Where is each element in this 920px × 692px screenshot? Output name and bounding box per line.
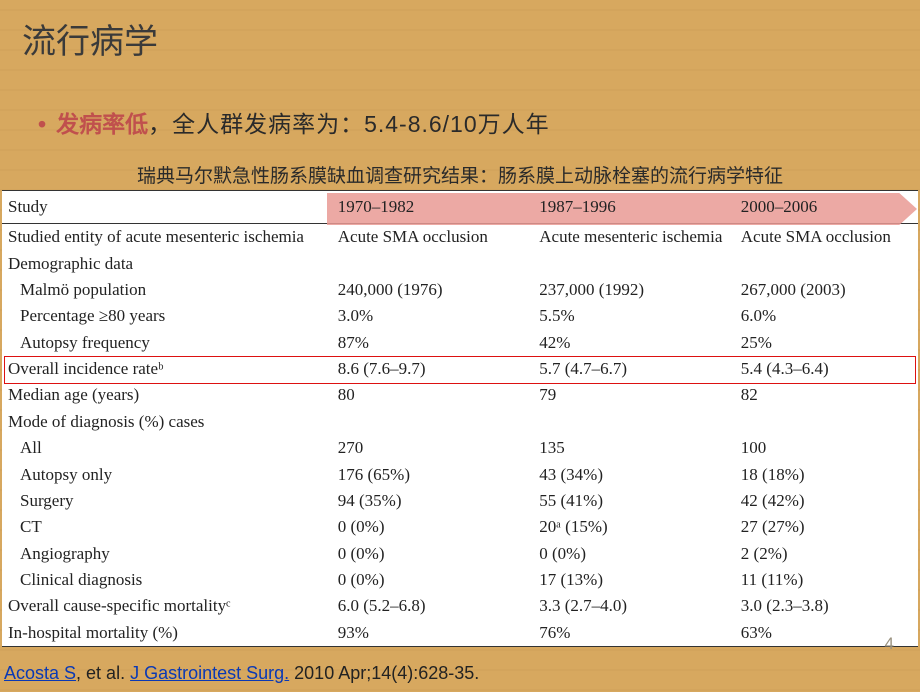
table-header: 2000–2006 bbox=[735, 191, 918, 224]
table-cell: 25% bbox=[735, 330, 918, 356]
citation-author-link[interactable]: Acosta S bbox=[4, 663, 76, 683]
table-cell: 27 (27%) bbox=[735, 514, 918, 540]
table-cell: 55 (41%) bbox=[533, 488, 735, 514]
citation: Acosta S, et al. J Gastrointest Surg. 20… bbox=[4, 663, 479, 684]
table-cell: Clinical diagnosis bbox=[2, 567, 332, 593]
table-cell: Median age (years) bbox=[2, 382, 332, 408]
table-row: Clinical diagnosis0 (0%)17 (13%)11 (11%) bbox=[2, 567, 918, 593]
table-cell: 87% bbox=[332, 330, 534, 356]
table-cell: 79 bbox=[533, 382, 735, 408]
table-cell: 100 bbox=[735, 435, 918, 461]
table-cell: Overall cause-specific mortalityᶜ bbox=[2, 593, 332, 619]
table-row: Overall cause-specific mortalityᶜ6.0 (5.… bbox=[2, 593, 918, 619]
bullet-sep: ， bbox=[148, 111, 172, 137]
citation-mid: , et al. bbox=[76, 663, 130, 683]
table-cell: 270 bbox=[332, 435, 534, 461]
table-cell: Demographic data bbox=[2, 250, 332, 276]
table-cell: 5.4 (4.3–6.4) bbox=[735, 356, 918, 382]
table-cell bbox=[533, 250, 735, 276]
table-cell: Acute SMA occlusion bbox=[735, 224, 918, 251]
table-cell: Studied entity of acute mesenteric ische… bbox=[2, 224, 332, 251]
citation-journal-link[interactable]: J Gastrointest Surg. bbox=[130, 663, 289, 683]
table-row: Autopsy only176 (65%)43 (34%)18 (18%) bbox=[2, 461, 918, 487]
table-cell: 0 (0%) bbox=[332, 541, 534, 567]
table-row: Mode of diagnosis (%) cases bbox=[2, 409, 918, 435]
table-row: Malmö population240,000 (1976)237,000 (1… bbox=[2, 277, 918, 303]
table-cell: 176 (65%) bbox=[332, 461, 534, 487]
table-cell: 267,000 (2003) bbox=[735, 277, 918, 303]
table-row: Percentage ≥80 years3.0%5.5%6.0% bbox=[2, 303, 918, 329]
table-cell: 18 (18%) bbox=[735, 461, 918, 487]
page-number: 4 bbox=[885, 634, 894, 654]
table-cell: In-hospital mortality (%) bbox=[2, 620, 332, 646]
table-row: Demographic data bbox=[2, 250, 918, 276]
table-cell: 76% bbox=[533, 620, 735, 646]
table-cell bbox=[332, 409, 534, 435]
table-row: Median age (years)807982 bbox=[2, 382, 918, 408]
bullet-line: • 发病率低，全人群发病率为：5.4-8.6/10万人年 bbox=[0, 71, 920, 139]
table-caption: 瑞典马尔默急性肠系膜缺血调查研究结果：肠系膜上动脉栓塞的流行病学特征 bbox=[0, 161, 920, 188]
table-cell: Mode of diagnosis (%) cases bbox=[2, 409, 332, 435]
table-header: Study bbox=[2, 191, 332, 224]
table-cell: Angiography bbox=[2, 541, 332, 567]
table-cell: 17 (13%) bbox=[533, 567, 735, 593]
table-cell: 135 bbox=[533, 435, 735, 461]
table-row: Studied entity of acute mesenteric ische… bbox=[2, 224, 918, 251]
table-cell bbox=[332, 250, 534, 276]
table-row: Autopsy frequency87%42%25% bbox=[2, 330, 918, 356]
table-cell bbox=[533, 409, 735, 435]
table-cell bbox=[735, 409, 918, 435]
table-row: All270135100 bbox=[2, 435, 918, 461]
table-cell: 82 bbox=[735, 382, 918, 408]
table-cell: Malmö population bbox=[2, 277, 332, 303]
table-cell: Autopsy only bbox=[2, 461, 332, 487]
epidemiology-table: Study1970–19821987–19962000–2006 Studied… bbox=[2, 190, 918, 647]
table-cell: 6.0% bbox=[735, 303, 918, 329]
table-cell: 93% bbox=[332, 620, 534, 646]
table-cell: CT bbox=[2, 514, 332, 540]
table-cell: Autopsy frequency bbox=[2, 330, 332, 356]
table-cell: 5.7 (4.7–6.7) bbox=[533, 356, 735, 382]
table-cell: 42 (42%) bbox=[735, 488, 918, 514]
table-cell: 0 (0%) bbox=[332, 567, 534, 593]
bullet-rest: 全人群发病率为：5.4-8.6/10万人年 bbox=[172, 111, 550, 137]
table-row: Surgery94 (35%)55 (41%)42 (42%) bbox=[2, 488, 918, 514]
table-cell: 94 (35%) bbox=[332, 488, 534, 514]
table-cell: Overall incidence rateᵇ bbox=[2, 356, 332, 382]
table-cell: Acute SMA occlusion bbox=[332, 224, 534, 251]
table-cell: 11 (11%) bbox=[735, 567, 918, 593]
table-cell: 5.5% bbox=[533, 303, 735, 329]
table-header: 1970–1982 bbox=[332, 191, 534, 224]
table-cell: Surgery bbox=[2, 488, 332, 514]
table-cell: 0 (0%) bbox=[533, 541, 735, 567]
table-cell: 0 (0%) bbox=[332, 514, 534, 540]
slide-title: 流行病学 bbox=[0, 0, 920, 71]
table-cell: 3.0% bbox=[332, 303, 534, 329]
table-row: In-hospital mortality (%)93%76%63% bbox=[2, 620, 918, 646]
table-row: Angiography0 (0%)0 (0%)2 (2%) bbox=[2, 541, 918, 567]
table-header: 1987–1996 bbox=[533, 191, 735, 224]
table-cell: 43 (34%) bbox=[533, 461, 735, 487]
bullet-key: 发病率低 bbox=[56, 111, 148, 137]
table-cell: 8.6 (7.6–9.7) bbox=[332, 356, 534, 382]
table-cell: 80 bbox=[332, 382, 534, 408]
table-cell bbox=[735, 250, 918, 276]
table-row: CT0 (0%)20ᵃ (15%)27 (27%) bbox=[2, 514, 918, 540]
table-cell: 42% bbox=[533, 330, 735, 356]
bullet-marker: • bbox=[38, 111, 46, 138]
table-cell: Percentage ≥80 years bbox=[2, 303, 332, 329]
table-cell: 6.0 (5.2–6.8) bbox=[332, 593, 534, 619]
table-cell: 2 (2%) bbox=[735, 541, 918, 567]
table-cell: Acute mesenteric ischemia bbox=[533, 224, 735, 251]
table-cell: 20ᵃ (15%) bbox=[533, 514, 735, 540]
table-row: Overall incidence rateᵇ8.6 (7.6–9.7)5.7 … bbox=[2, 356, 918, 382]
table-cell: 240,000 (1976) bbox=[332, 277, 534, 303]
citation-tail: 2010 Apr;14(4):628-35. bbox=[289, 663, 479, 683]
table-cell: 3.0 (2.3–3.8) bbox=[735, 593, 918, 619]
table-cell: All bbox=[2, 435, 332, 461]
table-cell: 3.3 (2.7–4.0) bbox=[533, 593, 735, 619]
table-cell: 237,000 (1992) bbox=[533, 277, 735, 303]
